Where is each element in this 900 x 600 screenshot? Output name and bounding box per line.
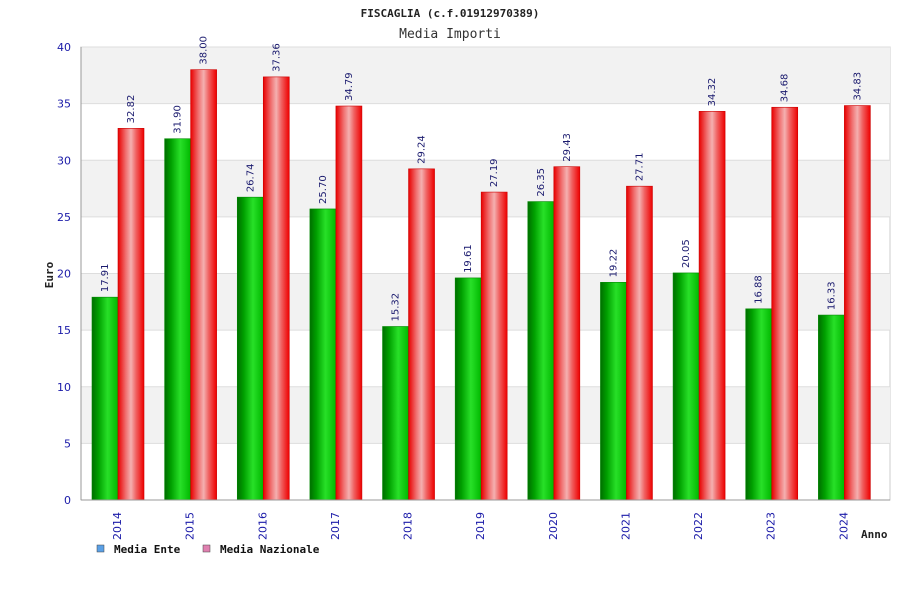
bar-media-nazionale-2017 — [335, 105, 363, 501]
bar-media-ente-2018 — [382, 326, 409, 501]
data-labels: 17.91 32.82 31.90 38.00 26.74 37.36 25.70 34.79… — [100, 36, 863, 321]
bar-media-ente-2023 — [745, 308, 773, 501]
data-label: 25.70 — [318, 175, 329, 204]
data-label: 34.83 — [852, 72, 863, 101]
data-label: 32.82 — [126, 95, 137, 124]
y-tick-label: 5 — [64, 437, 71, 450]
data-label: 19.22 — [608, 249, 619, 278]
data-label: 27.19 — [489, 158, 500, 187]
x-tick-label: 2015 — [184, 512, 197, 540]
bar-media-nazionale-2022 — [698, 111, 726, 501]
data-label: 31.90 — [173, 105, 184, 134]
y-axis: 0 5 10 15 20 25 30 35 40 — [57, 41, 890, 507]
data-label: 20.05 — [681, 239, 692, 268]
x-axis-label: Anno — [861, 528, 888, 541]
bar-media-ente-2020 — [527, 201, 555, 501]
bar-media-nazionale-2019 — [480, 191, 508, 501]
legend: Media Ente Media Nazionale — [96, 543, 320, 556]
bar-media-nazionale-2014 — [117, 128, 145, 501]
x-tick-label: 2020 — [547, 512, 560, 540]
data-label: 26.74 — [245, 164, 256, 193]
y-tick-label: 0 — [64, 494, 71, 507]
legend-swatch-media-ente — [96, 544, 105, 553]
y-tick-label: 25 — [57, 211, 71, 224]
x-tick-label: 2019 — [474, 512, 487, 540]
bar-media-nazionale-2016 — [262, 76, 290, 501]
data-label: 29.43 — [562, 133, 573, 162]
bar-media-nazionale-2021 — [626, 185, 653, 501]
bar-media-ente-2017 — [309, 208, 337, 501]
x-tick-label: 2023 — [765, 512, 778, 540]
bar-media-ente-2015 — [164, 138, 191, 501]
y-tick-label: 15 — [57, 324, 71, 337]
bar-media-nazionale-2020 — [553, 166, 581, 501]
data-label: 29.24 — [417, 135, 428, 164]
x-axis: 2014 2015 2016 2017 2018 2019 2020 2021 2022 2023… — [111, 512, 850, 540]
bar-media-nazionale-2018 — [408, 168, 435, 501]
data-label: 15.32 — [391, 293, 402, 322]
bar-media-ente-2016 — [236, 196, 264, 501]
x-tick-label: 2018 — [402, 512, 415, 540]
data-label: 17.91 — [100, 264, 111, 293]
x-tick-label: 2022 — [692, 512, 705, 540]
data-label: 19.61 — [463, 244, 474, 273]
y-tick-label: 40 — [57, 41, 71, 54]
data-label: 34.32 — [707, 78, 718, 107]
data-label: 38.00 — [199, 36, 210, 65]
y-tick-label: 30 — [57, 154, 71, 167]
data-label: 27.71 — [634, 153, 645, 182]
bar-media-nazionale-2023 — [771, 106, 799, 501]
data-label: 34.79 — [344, 72, 355, 101]
bar-media-ente-2024 — [818, 314, 845, 501]
bar-media-nazionale-2015 — [190, 69, 217, 501]
x-tick-label: 2014 — [111, 512, 124, 540]
bar-media-ente-2019 — [454, 277, 482, 501]
y-tick-label: 35 — [57, 98, 71, 111]
data-label: 16.33 — [826, 281, 837, 310]
legend-swatch-media-nazionale — [202, 544, 211, 553]
legend-label-media-ente: Media Ente — [114, 543, 181, 556]
bars — [91, 69, 871, 501]
data-label: 26.35 — [536, 168, 547, 197]
bar-media-ente-2021 — [600, 282, 627, 501]
bar-media-nazionale-2024 — [844, 105, 871, 501]
legend-label-media-nazionale: Media Nazionale — [220, 543, 320, 556]
bar-media-ente-2014 — [91, 296, 119, 501]
x-tick-label: 2017 — [329, 512, 342, 540]
data-label: 34.68 — [780, 74, 791, 103]
data-label: 16.88 — [754, 275, 765, 304]
x-tick-label: 2024 — [837, 512, 850, 540]
bar-media-ente-2022 — [672, 272, 700, 501]
y-tick-label: 20 — [57, 268, 71, 281]
y-axis-label: Euro — [43, 261, 56, 288]
chart-subtitle: Media Importi — [399, 27, 501, 42]
y-tick-label: 10 — [57, 381, 71, 394]
x-tick-label: 2016 — [256, 512, 269, 540]
x-tick-label: 2021 — [619, 512, 632, 540]
chart-title: FISCAGLIA (c.f.01912970389) — [361, 7, 540, 20]
data-label: 37.36 — [271, 43, 282, 72]
